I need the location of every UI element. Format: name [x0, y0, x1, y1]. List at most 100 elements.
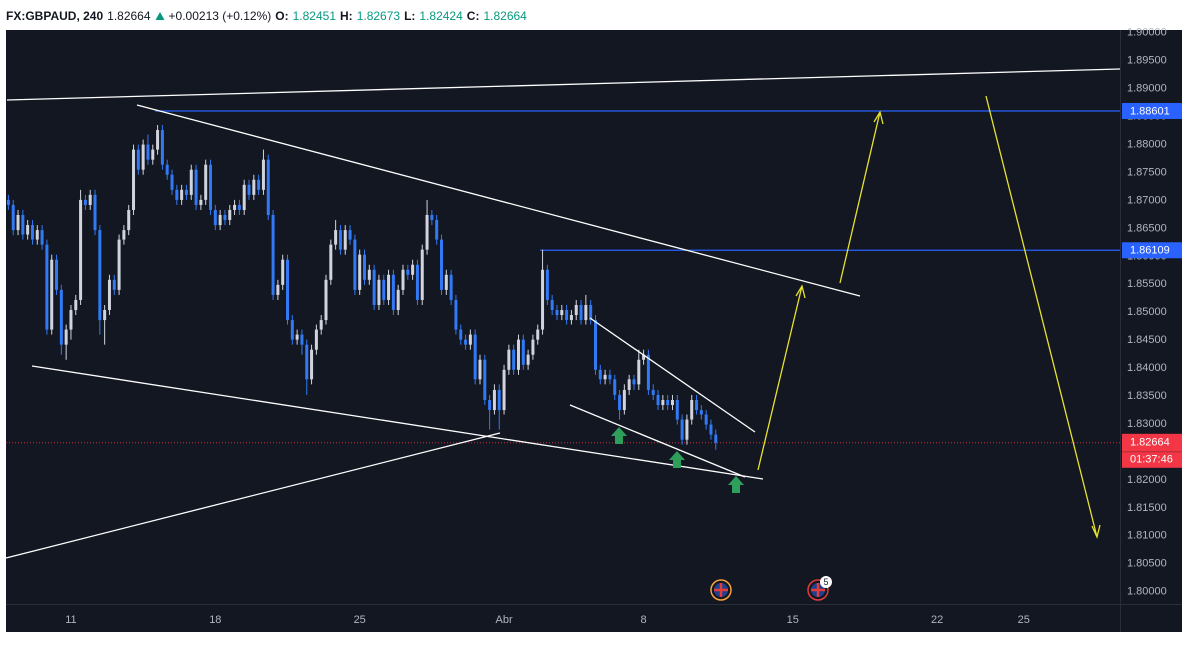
candle-body: [666, 399, 670, 406]
levels: [6, 110, 1120, 444]
candle-body: [425, 214, 429, 250]
candle-body: [83, 199, 87, 205]
candle-body: [26, 225, 30, 235]
candle-body: [526, 354, 530, 365]
candle-body: [651, 389, 655, 395]
ohlc-label: O:: [275, 9, 289, 23]
candle-body: [122, 230, 126, 240]
candle-body: [589, 304, 593, 321]
candle-body: [372, 269, 376, 305]
arrow: [757, 284, 806, 471]
candle-body: [223, 214, 227, 221]
candle-body: [136, 149, 140, 170]
y-tick-label: 1.87000: [1127, 194, 1167, 206]
candle-body: [618, 394, 622, 411]
candle-body: [396, 289, 400, 311]
candle-body: [74, 299, 78, 311]
candle-body: [209, 164, 213, 210]
candle-body: [521, 339, 525, 365]
trendline: [136, 104, 861, 297]
candle-body: [488, 399, 492, 411]
y-tick-label: 1.82000: [1127, 474, 1167, 486]
candle-body: [228, 209, 232, 221]
candle-body: [680, 419, 684, 440]
candle-body: [88, 194, 92, 205]
candle-body: [281, 259, 285, 285]
candle-body: [435, 220, 439, 240]
x-tick-label: 22: [931, 614, 943, 626]
candle-body: [276, 284, 280, 295]
events: 5: [710, 576, 832, 601]
candle-body: [709, 424, 713, 435]
trendline: [5, 432, 501, 559]
candle-body: [449, 274, 453, 300]
y-tick-label: 1.88000: [1127, 138, 1167, 150]
candle-body: [300, 334, 304, 345]
candle-body: [199, 199, 203, 205]
drawings: [5, 68, 1121, 559]
candle-body: [314, 329, 318, 350]
candle-body: [430, 214, 434, 221]
y-tick-label: 1.81000: [1127, 530, 1167, 542]
candle-body: [367, 269, 371, 280]
ohlc-value: 1.82673: [356, 9, 401, 23]
candle-body: [444, 274, 448, 290]
candle-body: [714, 434, 718, 443]
candle-body: [656, 394, 660, 406]
candle-body: [112, 279, 116, 290]
candle-body: [218, 214, 222, 226]
candle-body: [233, 204, 237, 210]
candle-body: [699, 410, 703, 415]
candle-body: [59, 289, 63, 345]
candle-body: [329, 244, 333, 280]
candle-body: [478, 359, 482, 380]
y-tick-label: 1.83000: [1127, 418, 1167, 430]
candle-body: [189, 169, 193, 195]
x-tick-label: Abr: [495, 614, 512, 626]
signal-arrows: [611, 427, 744, 493]
candle-body: [16, 214, 20, 231]
ohlc-label: H:: [340, 9, 353, 23]
symbol: FX:GBPAUD, 240: [6, 9, 104, 23]
arrow: [985, 95, 1101, 539]
candle-body: [310, 349, 314, 380]
candle-body: [93, 194, 97, 231]
candle-body: [593, 320, 597, 370]
candle-body: [411, 264, 415, 275]
candle-body: [170, 174, 174, 190]
candle-body: [127, 209, 131, 231]
candle-body: [290, 320, 294, 340]
up-arrow: [669, 451, 685, 468]
candle-body: [531, 339, 535, 355]
candle-body: [266, 159, 270, 215]
candle-body: [598, 369, 602, 380]
last-price-tag: [1122, 433, 1182, 468]
candle-body: [261, 159, 265, 190]
candle-body: [141, 144, 145, 170]
event-flag-cross: [811, 583, 825, 597]
candle-body: [160, 130, 164, 165]
candle-body: [579, 304, 583, 321]
y-tick-label: 1.90000: [1127, 27, 1167, 39]
candle-body: [459, 329, 463, 340]
candle-body: [69, 310, 73, 330]
candle-body: [98, 230, 102, 321]
candle-body: [497, 389, 501, 411]
candle-body: [103, 310, 107, 321]
y-tick-label: 1.85000: [1127, 306, 1167, 318]
candle-body: [343, 230, 347, 250]
candle-body: [555, 310, 559, 316]
candle-body: [391, 274, 395, 311]
candle-body: [637, 359, 641, 385]
candle-body: [132, 149, 136, 210]
candle-body: [690, 399, 694, 420]
candle-body: [675, 399, 679, 420]
candle-body: [695, 399, 699, 411]
event-flag-cross: [714, 583, 728, 597]
candle-body: [348, 230, 352, 240]
last-value: 1.82664: [107, 9, 151, 23]
candle-body: [286, 259, 290, 321]
candle-body: [353, 239, 357, 290]
candles: [6, 125, 718, 450]
candle-body: [685, 419, 689, 440]
